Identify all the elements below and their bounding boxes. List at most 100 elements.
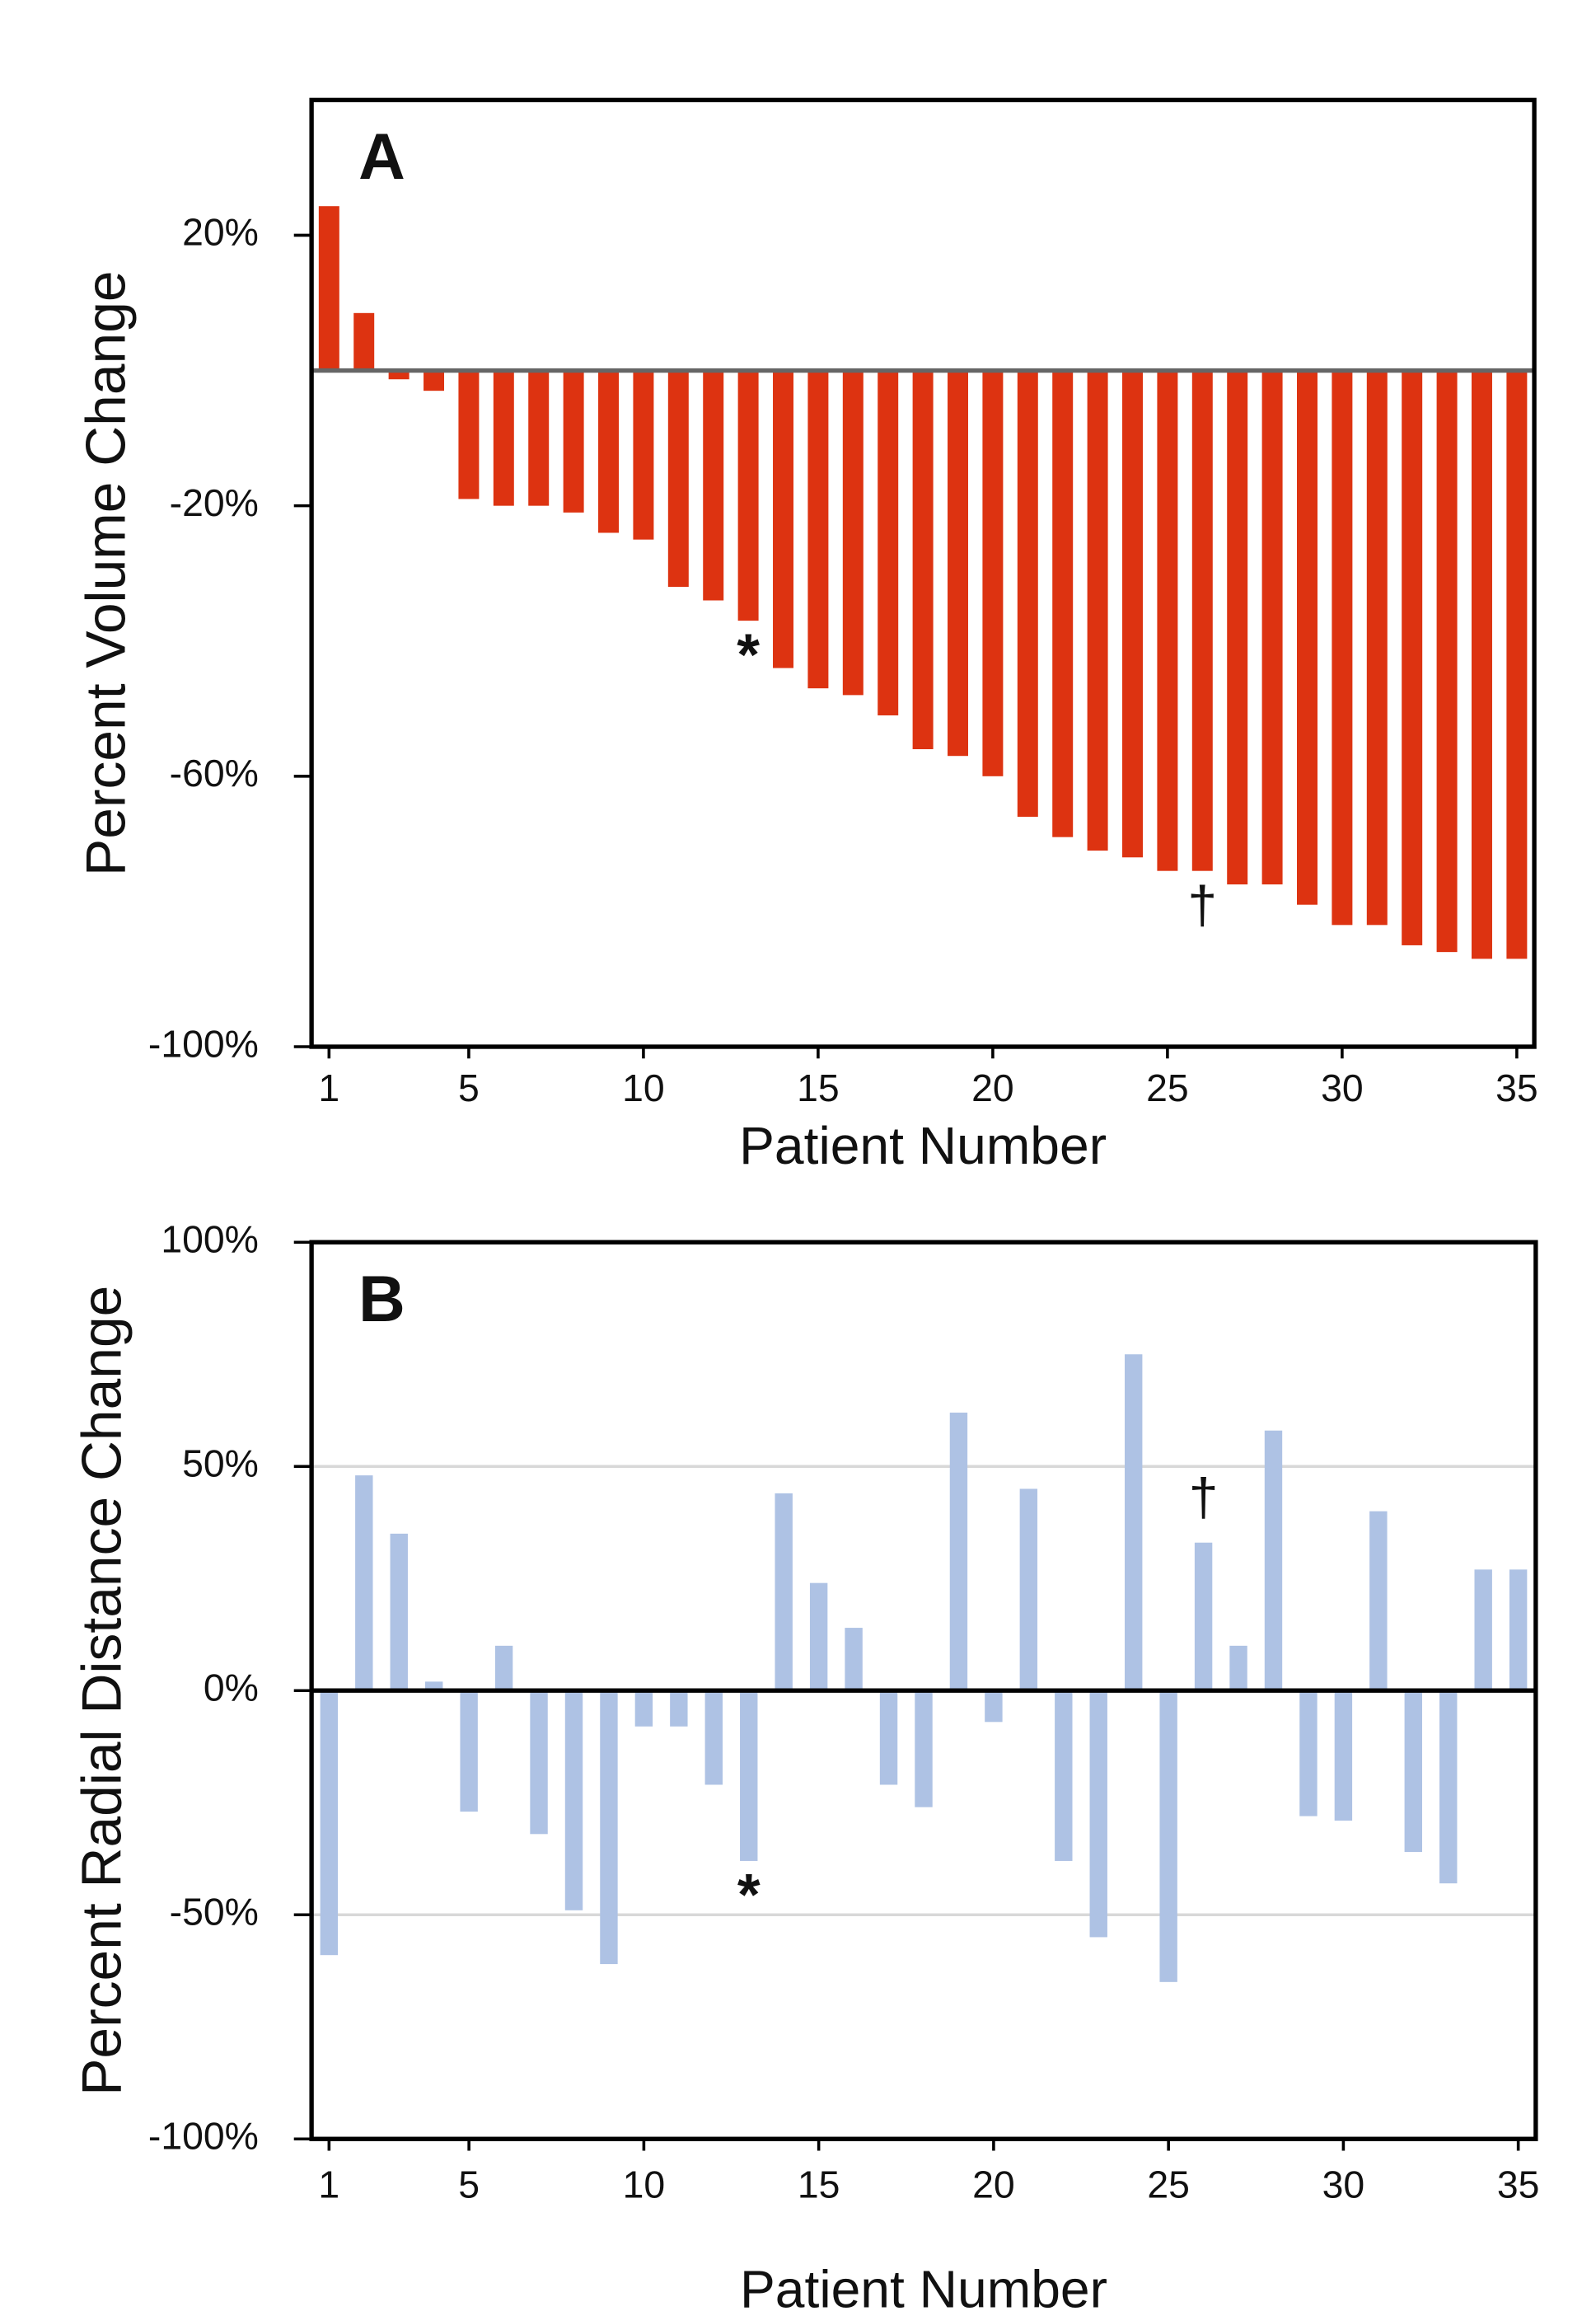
bar [494,1645,513,1691]
annotation: * [737,1862,761,1928]
bar [458,370,480,499]
bar [1472,370,1492,959]
y-tick-label: 20% [182,211,259,254]
x-tick-label: 10 [623,2163,666,2206]
bar [667,370,689,588]
y-tick-label: -20% [170,481,259,524]
bar [1052,370,1074,837]
bar [982,370,1004,776]
y-tick-label: 100% [161,1217,259,1260]
bar [915,1690,933,1807]
annotation: † [1187,875,1217,935]
bar [985,1690,1003,1723]
x-tick-label: 1 [318,2163,339,2206]
bar [703,370,724,601]
bar [773,370,793,668]
bar [1509,1569,1528,1691]
x-tick-label: 20 [972,2163,1015,2206]
bar [1369,1511,1388,1691]
bar [1261,370,1283,885]
bar [1332,370,1353,926]
bar [1017,370,1038,818]
bar [528,370,550,506]
y-axis-title: Percent Volume Change [76,270,138,876]
bar [355,1475,373,1691]
x-tick-label: 5 [458,2163,480,2206]
bar [737,370,759,621]
bar [320,1690,339,1956]
bar [1366,370,1388,926]
bar [1264,1430,1283,1691]
x-tick-label: 20 [971,1066,1014,1109]
x-tick-label: 15 [798,2163,840,2206]
bar [842,370,864,696]
plot-frame [309,97,1537,1049]
bar [1436,370,1458,953]
y-tick-label: -100% [148,2114,259,2157]
x-tick-label: 1 [318,1066,339,1109]
bar [564,1690,583,1910]
bar [1474,1569,1492,1691]
bar [530,1690,548,1835]
bar [353,312,375,371]
bar [1191,370,1213,871]
y-tick-label: -100% [148,1022,259,1065]
bar [1402,370,1423,945]
x-axis-title: Patient Number [739,1116,1107,1175]
x-tick-label: 35 [1495,1066,1538,1109]
x-tick-label: 30 [1321,1066,1364,1109]
bar [740,1690,758,1861]
bar [704,1690,723,1785]
bar [1506,370,1528,959]
x-tick-label: 5 [458,1066,480,1109]
bar [670,1690,688,1727]
bar [1089,1690,1107,1938]
bar [1159,1690,1177,1982]
x-tick-label: 35 [1497,2163,1540,2206]
bar [318,206,339,371]
y-tick-label: -50% [170,1890,259,1933]
bar [948,370,968,757]
bar [424,1681,443,1691]
y-tick-label: 50% [182,1441,259,1484]
bar [1334,1690,1353,1821]
bar [1124,1354,1143,1691]
bar [634,1690,653,1727]
x-tick-label: 25 [1146,1066,1189,1109]
panel-label: B [358,1263,405,1335]
bar [1055,1690,1073,1861]
bar [845,1628,863,1691]
bar [912,370,934,750]
bar [388,370,410,380]
bar [1087,370,1108,851]
bar [1157,370,1178,871]
bar [460,1690,478,1812]
bar [879,1690,898,1785]
x-tick-label: 25 [1147,2163,1190,2206]
annotation: * [737,621,760,687]
bar [1297,370,1318,905]
bar [1299,1690,1318,1816]
bar [424,370,445,391]
bar [809,1582,828,1691]
bar [600,1690,618,1965]
bar [1194,1542,1213,1691]
bar [807,370,829,689]
y-axis-title: Percent Radial Distance Change [71,1286,133,2096]
bar [563,370,584,513]
bar [1229,1645,1247,1691]
annotation: † [1189,1468,1219,1527]
bar [1439,1690,1458,1884]
bar [878,370,899,715]
bar [1019,1488,1038,1691]
plot-frame [309,1240,1538,2141]
y-tick-label: -60% [170,752,259,795]
x-axis-title: Patient Number [740,2259,1107,2311]
x-tick-label: 10 [622,1066,665,1109]
bar [1122,370,1143,858]
bar [598,370,620,533]
bar [1227,370,1248,885]
panel-label: A [358,120,405,193]
y-tick-label: 0% [204,1666,259,1709]
